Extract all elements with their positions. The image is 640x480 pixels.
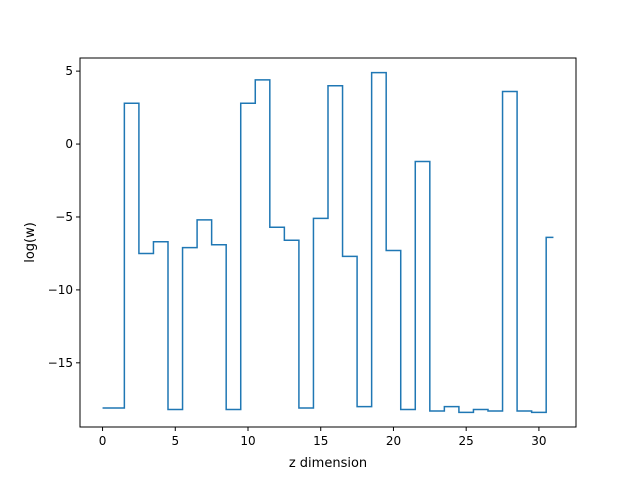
y-tick-label: −15 — [48, 356, 73, 370]
x-tick-label: 25 — [459, 434, 474, 448]
x-tick-label: 0 — [99, 434, 107, 448]
y-tick-label: −10 — [48, 283, 73, 297]
y-tick-label: −5 — [55, 210, 73, 224]
x-tick-label: 5 — [171, 434, 179, 448]
x-tick-label: 20 — [386, 434, 401, 448]
x-tick-label: 15 — [313, 434, 328, 448]
y-tick-label: 0 — [65, 137, 73, 151]
x-tick-label: 10 — [240, 434, 255, 448]
x-axis-ticks: 0 5 10 15 20 25 30 — [99, 427, 547, 448]
series-line-0 — [102, 71, 554, 414]
x-tick-label: 30 — [531, 434, 546, 448]
x-axis-label: z dimension — [289, 456, 367, 471]
y-axis-label: log(w) — [23, 222, 38, 263]
y-tick-label: 5 — [65, 64, 73, 78]
series-layer — [102, 71, 554, 414]
y-axis-ticks: 5 0 −5 −10 −15 — [48, 64, 80, 370]
plot-frame — [79, 57, 577, 428]
